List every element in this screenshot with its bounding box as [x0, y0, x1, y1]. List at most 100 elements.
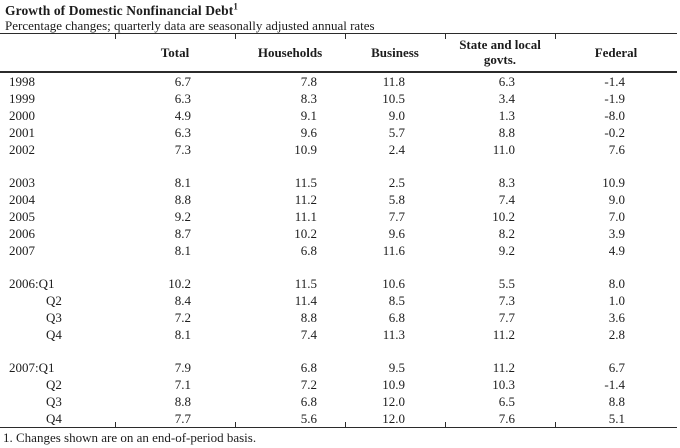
- value-cell: 6.8: [388, 310, 405, 325]
- value-cell: 10.2: [294, 226, 317, 241]
- value-cell: 7.1: [174, 377, 191, 392]
- value-cell: 10.9: [382, 377, 405, 392]
- value-cell: 5.1: [608, 411, 625, 426]
- table-bottom-rule: [0, 422, 677, 428]
- table-row: 2003 8.1 11.5 2.5 8.3 10.9: [0, 174, 677, 191]
- value-cell: 10.9: [602, 175, 625, 190]
- value-cell: 7.6: [608, 142, 625, 157]
- value-cell: 7.4: [300, 327, 317, 342]
- table-row: Q4 7.7 5.6 12.0 7.6 5.1: [0, 410, 677, 427]
- header-row: Total Households Business State and loca…: [0, 34, 677, 73]
- row-label: 2001: [9, 125, 35, 140]
- value-cell: 9.2: [498, 243, 515, 258]
- value-cell: 2.4: [388, 142, 405, 157]
- value-cell: 2.8: [608, 327, 625, 342]
- value-cell: 10.2: [168, 276, 191, 291]
- page-title-text: Growth of Domestic Nonfinancial Debt: [5, 3, 234, 18]
- column-tick: [345, 422, 346, 427]
- value-cell: 7.2: [174, 310, 191, 325]
- value-cell: 4.9: [608, 243, 625, 258]
- value-cell: 9.6: [388, 226, 405, 241]
- value-cell: 4.9: [174, 108, 191, 123]
- value-cell: 10.5: [382, 91, 405, 106]
- value-cell: 3.4: [498, 91, 515, 106]
- row-label: 2003: [9, 175, 35, 190]
- column-header-federal: Federal: [555, 34, 677, 73]
- value-cell: 9.2: [174, 209, 191, 224]
- value-cell: 5.8: [388, 192, 405, 207]
- value-cell: 7.7: [388, 209, 405, 224]
- value-cell: 7.9: [174, 360, 191, 375]
- row-label: 2006: [9, 226, 35, 241]
- value-cell: -1.4: [604, 74, 625, 89]
- group-spacer-cell: [0, 259, 677, 275]
- row-label: 1999: [9, 91, 35, 106]
- value-cell: 8.8: [174, 394, 191, 409]
- value-cell: 10.9: [294, 142, 317, 157]
- row-label: Q2: [46, 377, 62, 392]
- value-cell: 6.7: [174, 74, 191, 89]
- table-row: Q3 7.2 8.8 6.8 7.7 3.6: [0, 309, 677, 326]
- value-cell: -1.4: [604, 377, 625, 392]
- group-spacer-row: [0, 343, 677, 359]
- value-cell: 9.6: [300, 125, 317, 140]
- value-cell: 10.6: [382, 276, 405, 291]
- value-cell: 11.4: [294, 293, 317, 308]
- value-cell: 6.3: [174, 125, 191, 140]
- row-label: 2004: [9, 192, 35, 207]
- value-cell: 7.7: [498, 310, 515, 325]
- value-cell: 7.0: [608, 209, 625, 224]
- table-row: 2005 9.2 11.1 7.7 10.2 7.0: [0, 208, 677, 225]
- value-cell: 6.8: [300, 360, 317, 375]
- table-row: Q2 8.4 11.4 8.5 7.3 1.0: [0, 292, 677, 309]
- value-cell: 7.3: [498, 293, 515, 308]
- row-label: 2007: [9, 243, 35, 258]
- value-cell: 8.1: [174, 175, 191, 190]
- column-tick: [235, 34, 236, 39]
- row-label: 2006:Q1: [9, 276, 55, 291]
- table-row: 2006 8.7 10.2 9.6 8.2 3.9: [0, 225, 677, 242]
- value-cell: 5.5: [498, 276, 515, 291]
- group-spacer-row: [0, 158, 677, 174]
- value-cell: 8.5: [388, 293, 405, 308]
- value-cell: 8.3: [498, 175, 515, 190]
- value-cell: 8.7: [174, 226, 191, 241]
- value-cell: 8.4: [174, 293, 191, 308]
- row-label: Q2: [46, 293, 62, 308]
- value-cell: 10.2: [492, 209, 515, 224]
- value-cell: 12.0: [382, 394, 405, 409]
- value-cell: 8.1: [174, 243, 191, 258]
- title-footnote-marker: 1: [233, 1, 238, 12]
- column-header-state-local: State and local govts.: [445, 34, 555, 73]
- table-row: Q2 7.1 7.2 10.9 10.3 -1.4: [0, 376, 677, 393]
- value-cell: 8.8: [174, 192, 191, 207]
- value-cell: 11.5: [294, 175, 317, 190]
- column-tick: [115, 422, 116, 427]
- value-cell: 6.3: [498, 74, 515, 89]
- column-tick: [345, 34, 346, 39]
- value-cell: 7.8: [300, 74, 317, 89]
- table-row: 2007:Q1 7.9 6.8 9.5 11.2 6.7: [0, 359, 677, 376]
- value-cell: 8.2: [498, 226, 515, 241]
- value-cell: 8.0: [608, 276, 625, 291]
- table-row: 2004 8.8 11.2 5.8 7.4 9.0: [0, 191, 677, 208]
- row-label: Q3: [46, 394, 62, 409]
- row-label-column-header: [0, 34, 115, 73]
- table-row: Q4 8.1 7.4 11.3 11.2 2.8: [0, 326, 677, 343]
- footnote: 1. Changes shown are on an end-of-period…: [3, 430, 257, 445]
- table-top-rule: [0, 33, 677, 39]
- row-label: Q3: [46, 310, 62, 325]
- group-spacer-row: [0, 259, 677, 275]
- page-subtitle: Percentage changes; quarterly data are s…: [5, 18, 375, 33]
- value-cell: 11.3: [382, 327, 405, 342]
- value-cell: 8.3: [300, 91, 317, 106]
- value-cell: 8.8: [300, 310, 317, 325]
- value-cell: 5.6: [300, 411, 317, 426]
- value-cell: 7.3: [174, 142, 191, 157]
- value-cell: 1.0: [608, 293, 625, 308]
- value-cell: 3.6: [608, 310, 625, 325]
- row-label: 2005: [9, 209, 35, 224]
- value-cell: 8.8: [608, 394, 625, 409]
- value-cell: 1.3: [498, 108, 515, 123]
- value-cell: 5.7: [388, 125, 405, 140]
